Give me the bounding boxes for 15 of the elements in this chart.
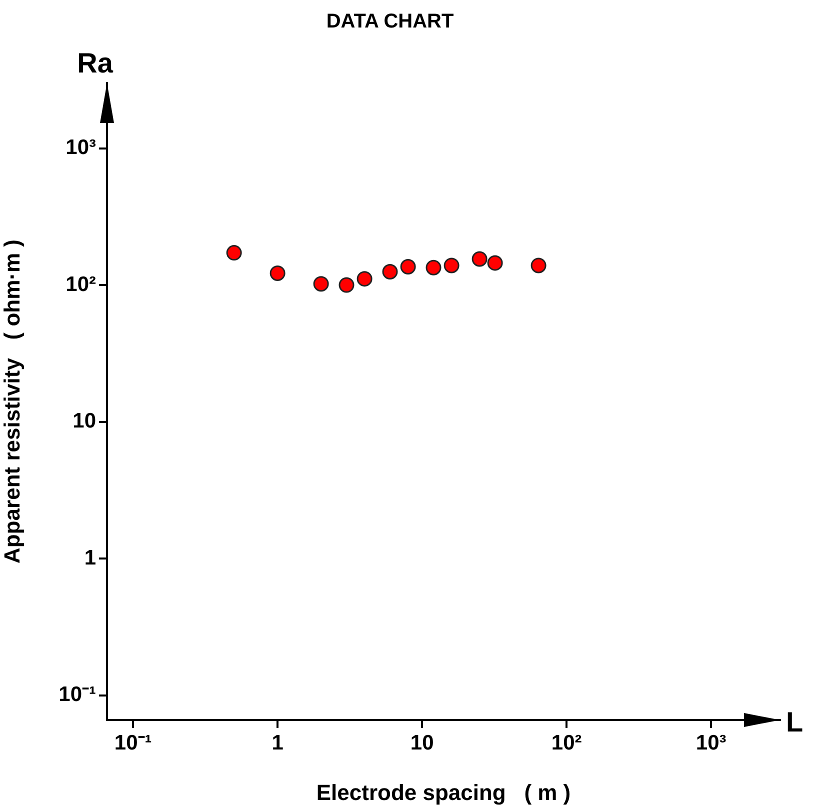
x-tick-label: 10 bbox=[410, 731, 434, 754]
y-tick-label: 1 bbox=[84, 546, 96, 570]
y-tick-label: 10³ bbox=[66, 136, 96, 160]
y-tick-label: 10⁻¹ bbox=[58, 683, 96, 706]
x-tick-label: 1 bbox=[272, 731, 284, 754]
x-tick-label: 10² bbox=[551, 731, 582, 754]
y-tick-label: 10² bbox=[66, 272, 96, 296]
y-axis-title: Apparent resistivity ( ohm·m ) bbox=[0, 240, 24, 564]
x-tick-label: 10³ bbox=[696, 731, 726, 754]
y-tick-label: 10 bbox=[72, 410, 96, 433]
x-tick-label: 10⁻¹ bbox=[114, 731, 152, 754]
text: Ra bbox=[77, 48, 114, 79]
chart-title: DATA CHART bbox=[326, 10, 454, 33]
text: L bbox=[786, 706, 804, 738]
x-axis-title: Electrode spacing ( m ) bbox=[316, 780, 571, 805]
